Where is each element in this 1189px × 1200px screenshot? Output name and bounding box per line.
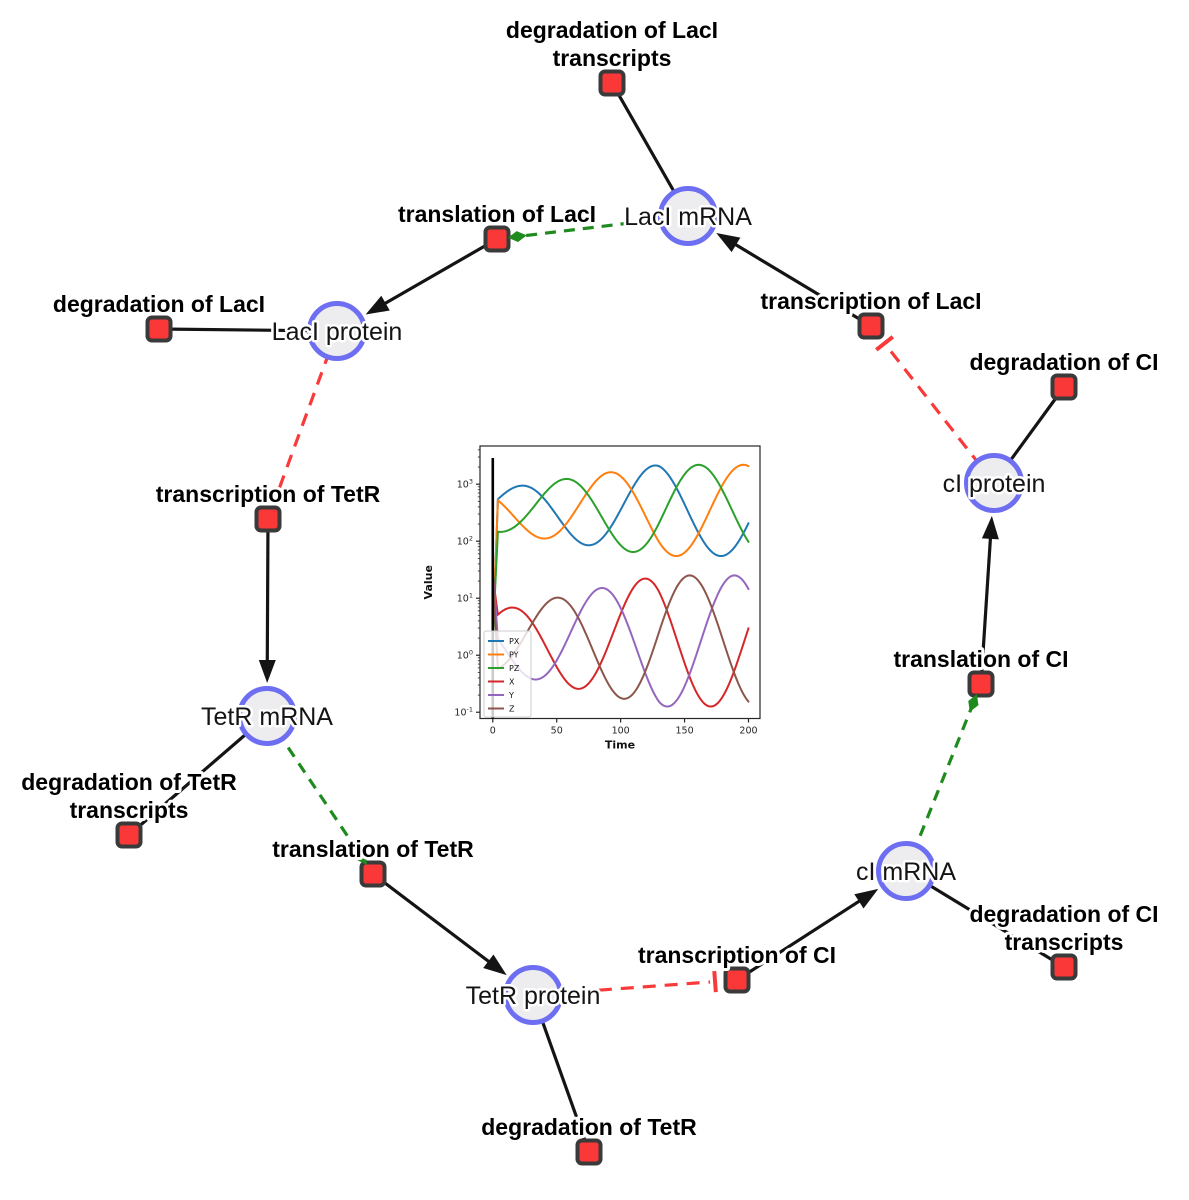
edge-product-txn_laci-laci_mrna (731, 241, 872, 328)
reaction-label-transl_tetr-line1: translation of TetR (272, 836, 474, 862)
reaction-label-deg_tetr_tx-line2: transcripts (70, 797, 189, 823)
species-label-tetr_mrna: TetR mRNA (201, 703, 333, 731)
chart-legend-label-Y: Y (508, 691, 514, 700)
edge-modifier-laci_mrna-transl_laci-diamond (507, 231, 527, 243)
chart-series-Y (491, 573, 750, 708)
species-label-ci_protein: cI protein (943, 470, 1046, 498)
reaction-label-transl_ci-line1: translation of CI (893, 646, 1068, 672)
edge-reactant-tetr_mrna-deg_tetr_tx (127, 714, 269, 837)
chart-legend-label-X: X (509, 678, 515, 687)
reaction-label-deg_tetr-line1: degradation of TetR (481, 1114, 697, 1140)
chart-series-Z (491, 573, 750, 703)
edge-inhibition-laci_protein-txn_tetr-tee (265, 492, 287, 504)
species-node-laci_mrna (658, 186, 718, 246)
chart-x-tick-label: 0 (490, 726, 496, 737)
species-node-tetr_mrna (237, 686, 297, 746)
edge-product-txn_tetr-tetr_mrna-arrowhead (258, 659, 276, 684)
edge-modifier-ci_mrna-transl_ci-diamond (968, 694, 979, 712)
chart-x-tick-label: 50 (551, 726, 563, 737)
species-node-ci_protein (964, 453, 1024, 513)
reaction-node-deg_ci (1050, 373, 1078, 401)
chart-legend-box (483, 630, 532, 718)
chart-x-axis-label: Time (605, 739, 635, 752)
chart-series-PX (491, 464, 750, 640)
edge-modifier-tetr_mrna-transl_tetr-diamond (356, 849, 367, 865)
reaction-node-deg_tetr_tx (115, 821, 143, 849)
edge-product-transl_tetr-tetr_protein-arrowhead (483, 954, 507, 976)
chart-legend-label-PZ: PZ (509, 664, 520, 673)
edge-product-transl_ci-ci_protein (979, 534, 993, 685)
edge-product-transl_laci-laci_protein (381, 237, 498, 307)
reaction-node-deg_tetr (575, 1138, 603, 1166)
reaction-label-txn_ci-line1: transcription of CI (638, 942, 836, 968)
edge-product-txn_ci-ci_mrna-arrowhead (854, 888, 879, 909)
edge-product-txn_tetr-tetr_mrna (265, 518, 270, 665)
reaction-label-deg_ci_tx-line2: transcripts (1005, 929, 1124, 955)
chart-y-tick-label: 100 (457, 649, 473, 662)
chart-y-tick-label: 102 (457, 535, 473, 548)
reaction-node-txn_ci (723, 966, 751, 994)
edge-product-transl_tetr-tetr_protein (372, 872, 493, 965)
species-node-laci_protein (307, 301, 367, 361)
reaction-node-deg_ci_tx (1050, 953, 1078, 981)
reaction-node-transl_laci (483, 225, 511, 253)
reaction-label-deg_laci_tx-line1: degradation of LacI (506, 17, 718, 43)
edge-inhibition-tetr_protein-txn_ci-tee (712, 970, 718, 993)
reaction-node-deg_laci (145, 315, 173, 343)
species-node-tetr_protein (503, 965, 563, 1025)
reaction-label-deg_tetr_tx-line1: degradation of TetR (21, 769, 237, 795)
chart-legend-label-PY: PY (509, 651, 519, 660)
species-label-laci_mrna: LacI mRNA (624, 203, 752, 231)
nodes-layer (115, 69, 1078, 1166)
reaction-node-transl_tetr (359, 860, 387, 888)
chart-y-tick-label: 103 (457, 478, 473, 491)
inset-chart-canvas: 0 50 100 150 20010-1100101102103TimeValuePXP… (422, 445, 761, 752)
inset-chart: 0 50 100 150 200 10-1 100 101 102 103 Time Value PX P… (408, 436, 778, 768)
edge-inhibition-ci_protein-txn_laci-tee (875, 335, 895, 352)
chart-legend-label-Z: Z (509, 705, 515, 714)
reaction-node-transl_ci (967, 670, 995, 698)
chart-legend-label-PX: PX (509, 637, 520, 646)
reaction-node-txn_laci (857, 312, 885, 340)
species-label-tetr_protein: TetR protein (466, 982, 601, 1010)
reaction-label-deg_ci-line1: degradation of CI (969, 349, 1158, 375)
reaction-label-txn_laci-line1: transcription of LacI (760, 288, 981, 314)
reaction-label-deg_ci_tx-line1: degradation of CI (969, 901, 1158, 927)
reaction-label-txn_tetr-line1: transcription of TetR (156, 481, 381, 507)
edge-product-txn_ci-ci_mrna (736, 897, 864, 982)
chart-y-axis-label: Value (422, 565, 435, 599)
species-label-laci_protein: LacI protein (272, 318, 403, 346)
chart-x-tick-label: 100 (612, 726, 630, 737)
reaction-label-deg_laci-line1: degradation of LacI (53, 291, 265, 317)
chart-series-X (491, 573, 750, 708)
chart-x-tick-label: 150 (675, 726, 693, 737)
chart-series-PZ (491, 463, 750, 640)
chart-ticks: 0 50 100 150 200 10-1 100 101 102 103 (454, 449, 758, 737)
labels-layer: degradation of LacItranscriptstranslatio… (18, 14, 1161, 1143)
edge-reactant-ci_mrna-deg_ci_tx (905, 869, 1065, 969)
arrowheads-layer (258, 231, 999, 993)
chart-y-tick-label: 10-1 (454, 706, 473, 719)
edge-product-transl_ci-ci_protein-arrowhead (981, 515, 999, 540)
chart-series-layer (491, 458, 750, 719)
edge-product-txn_laci-laci_mrna-arrowhead (716, 233, 741, 253)
reaction-node-deg_laci_tx (598, 69, 626, 97)
chart-x-tick-label: 200 (739, 726, 757, 737)
reaction-node-txn_tetr (254, 505, 282, 533)
chart-y-tick-label: 101 (457, 592, 473, 605)
chart-series-PY (491, 463, 750, 640)
reaction-label-deg_laci_tx-line2: transcripts (553, 45, 672, 71)
chart-legend: PX PY PZ XYZ (483, 630, 532, 718)
edge-product-transl_laci-laci_protein-arrowhead (365, 295, 390, 315)
reaction-label-transl_laci-line1: translation of LacI (398, 201, 596, 227)
species-label-ci_mrna: cI mRNA (856, 858, 956, 886)
species-node-ci_mrna (876, 841, 936, 901)
